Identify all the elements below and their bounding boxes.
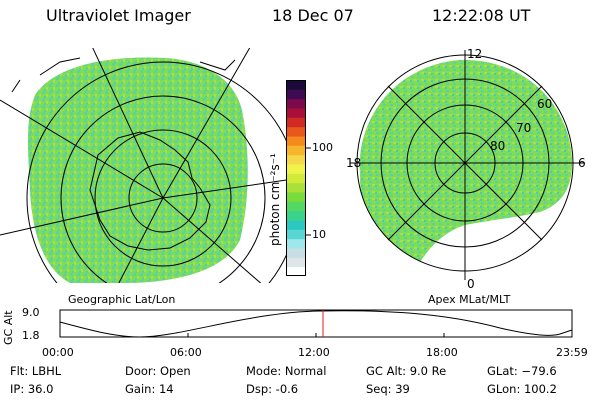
- altitude-xtick-0: 00:00: [42, 346, 74, 359]
- altitude-ytick-max: 9.0: [22, 306, 40, 319]
- colorbar-segment: [286, 210, 306, 221]
- colorbar-segment: [286, 108, 306, 118]
- altitude-xtick-2: 12:00: [298, 346, 330, 359]
- continent-outline: [89, 131, 211, 251]
- altitude-xtick-1: 06:00: [170, 346, 202, 359]
- seq-info: Seq: 39: [366, 382, 410, 396]
- date-label: 18 Dec 07: [272, 6, 354, 25]
- mode-info: Mode: Normal: [246, 364, 327, 378]
- apex-mlt-18: 18: [346, 156, 361, 170]
- altitude-xtick-3: 18:00: [426, 346, 458, 359]
- colorbar-segment: [286, 182, 306, 193]
- colorbar-border: [286, 80, 306, 276]
- colorbar-segment: [286, 98, 306, 109]
- dsp-info: Dsp: -0.6: [246, 382, 299, 396]
- apex-auroral-image: [359, 59, 573, 271]
- colorbar-segment: [286, 173, 306, 184]
- colorbar-tick-10: 10: [312, 228, 326, 241]
- time-label: 12:22:08 UT: [432, 6, 531, 25]
- door-info: Door: Open: [125, 364, 191, 378]
- colorbar-segment: [286, 192, 306, 202]
- apex-mlt-grid: [350, 50, 585, 280]
- altitude-xticks: [59, 333, 573, 337]
- altitude-ytick-min: 1.8: [22, 329, 40, 342]
- altitude-plot-frame: [59, 309, 573, 338]
- gc-alt-info: GC Alt: 9.0 Re: [366, 364, 447, 378]
- colorbar-segment: [286, 248, 306, 258]
- gain-info: Gain: 14: [125, 382, 174, 396]
- colorbar-segment: [286, 126, 306, 137]
- altitude-xtick-4: 23:59: [556, 346, 588, 359]
- colorbar-ticks: [306, 147, 311, 236]
- apex-mlt-6: 6: [578, 156, 586, 170]
- colorbar-segment: [286, 238, 306, 249]
- apex-mlt-0: 0: [467, 277, 475, 291]
- colorbar-segment: [286, 257, 306, 268]
- apex-lat-70: 70: [516, 121, 531, 135]
- colorbar: [286, 80, 306, 277]
- colorbar-gradient: [286, 80, 306, 277]
- geographic-caption: Geographic Lat/Lon: [68, 293, 176, 306]
- apex-mlt-12: 12: [467, 47, 482, 61]
- geo-auroral-image: [27, 57, 248, 283]
- geo-longitude-grid: [0, 48, 300, 283]
- colorbar-title: photon cm⁻²s⁻¹: [268, 153, 282, 246]
- colorbar-segment: [286, 164, 306, 174]
- apex-caption: Apex MLat/MLT: [428, 293, 511, 306]
- altitude-curve: [59, 310, 573, 338]
- apex-lat-80: 80: [490, 139, 505, 153]
- coastline-fragments: [11, 57, 236, 93]
- glat-info: GLat: −79.6: [487, 364, 557, 378]
- colorbar-segment: [286, 89, 306, 100]
- colorbar-tick-100: 100: [312, 141, 333, 154]
- instrument-title: Ultraviolet Imager: [46, 6, 191, 25]
- apex-lat-60: 60: [537, 97, 552, 111]
- colorbar-segment: [286, 154, 306, 165]
- geographic-map: [0, 48, 300, 283]
- colorbar-segment: [286, 229, 306, 240]
- colorbar-segment: [286, 220, 306, 230]
- apex-map: 60 70 80 12 18 6 0: [346, 47, 586, 291]
- colorbar-segment: [286, 136, 306, 146]
- filter-info: Flt: LBHL: [10, 364, 62, 378]
- colorbar-segment: [286, 80, 306, 90]
- colorbar-segment: [286, 266, 306, 277]
- colorbar-segment: [286, 145, 306, 156]
- colorbar-segment: [286, 117, 306, 128]
- colorbar-segment: [286, 201, 306, 212]
- glon-info: GLon: 100.2: [487, 382, 557, 396]
- altitude-plot: [59, 309, 573, 338]
- ip-info: IP: 36.0: [10, 382, 54, 396]
